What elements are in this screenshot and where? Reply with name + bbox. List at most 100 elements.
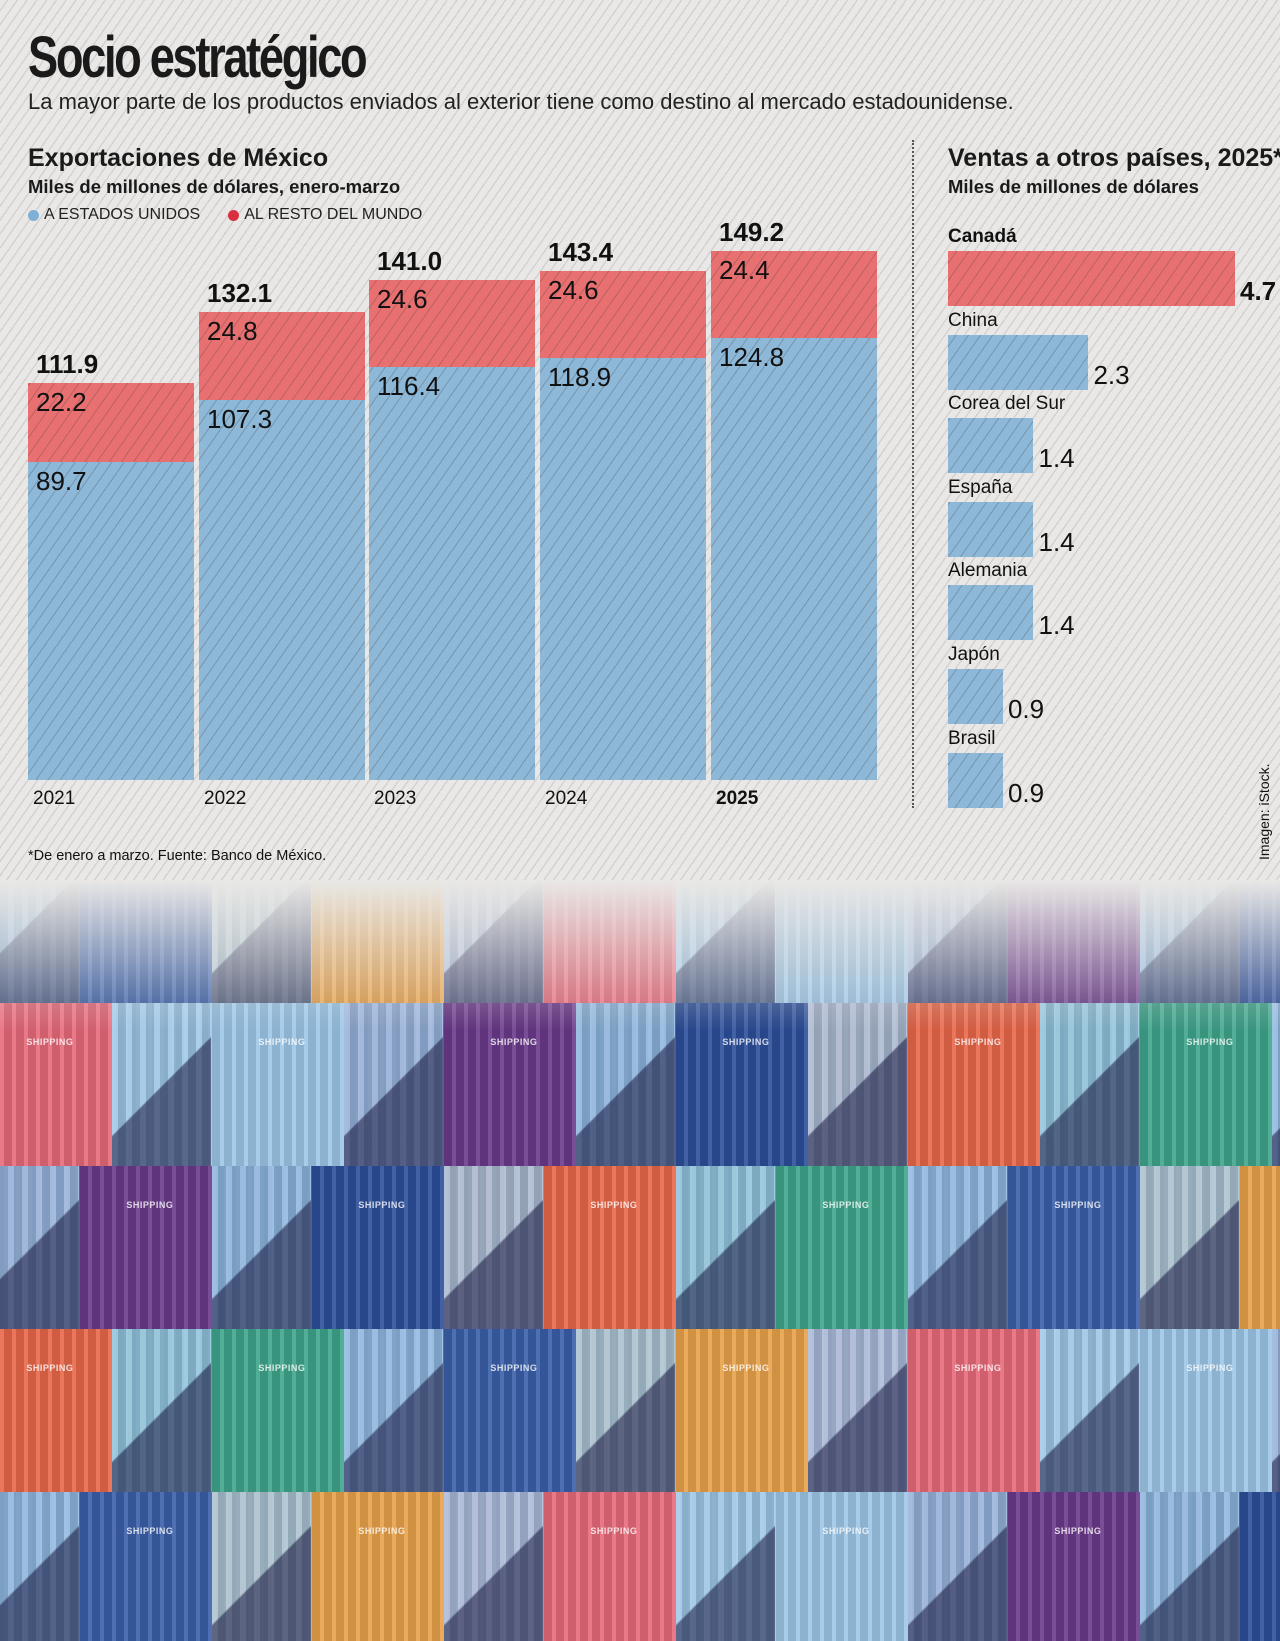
x-tick-2022: 2022 (204, 788, 247, 809)
total-label-2022: 132.1 (207, 277, 273, 308)
bar-resto-del-mundo-2024 (540, 271, 706, 359)
container-brand-text: SHIPPING (590, 880, 637, 884)
countries-chart-subtitle: Miles de millones de dólares (948, 176, 1199, 197)
shipping-container: SHIPPING (676, 1166, 912, 1336)
shipping-container: SHIPPING (908, 1166, 1144, 1336)
x-tick-2023: 2023 (374, 788, 417, 809)
value-label-resto-2025: 24.4 (719, 255, 770, 285)
legend-label-resto-del-mundo: AL RESTO DEL MUNDO (244, 206, 423, 223)
container-shadow (344, 1003, 444, 1173)
value-label-resto-2024: 24.6 (548, 275, 599, 306)
country-value-canadá: 4.7 (1240, 276, 1277, 306)
container-brand-text: SHIPPING (126, 880, 173, 884)
bar-resto-del-mundo-2025 (711, 251, 877, 338)
container-shadow (112, 1003, 212, 1173)
country-value-japón: 0.9 (1007, 694, 1045, 724)
container-shadow (908, 1492, 1008, 1641)
container-shadow (1272, 1003, 1280, 1173)
legend-dot-blue-icon (28, 209, 39, 221)
country-bar-españa (948, 501, 1034, 557)
container-shadow (1040, 1329, 1140, 1499)
container-brand-text: SHIPPING (26, 1037, 74, 1047)
container-brand-text: SHIPPING (1054, 1526, 1102, 1536)
container-shadow (908, 880, 1008, 1010)
total-label-2024: 143.4 (548, 237, 614, 268)
exports-chart-subtitle: Miles de millones de dólares, enero-marz… (28, 176, 401, 197)
shipping-container: SHIPPING (212, 1166, 448, 1336)
container-brand-text: SHIPPING (1054, 1200, 1102, 1210)
source-footnote: *De enero a marzo. Fuente: Banco de Méxi… (28, 848, 327, 864)
country-value-china: 2.3 (1093, 359, 1130, 390)
container-brand-text: SHIPPING (258, 1363, 306, 1373)
value-label-estados-unidos-2023: 116.4 (377, 371, 441, 402)
total-label-2025: 149.2 (719, 217, 785, 247)
x-tick-2025: 2025 (716, 788, 759, 809)
country-value-corea-del-sur: 1.4 (1038, 443, 1075, 474)
container-shadow (0, 1166, 80, 1336)
total-label-2023: 141.0 (377, 246, 443, 277)
shipping-container: SHIPPING (112, 1003, 348, 1173)
page-title: Socio estratégico (28, 25, 368, 90)
x-tick-2024: 2024 (545, 788, 588, 809)
value-label-estados-unidos-2025: 124.8 (719, 341, 785, 372)
container-shadow (0, 880, 80, 1010)
container-shadow (576, 1329, 676, 1499)
shipping-container: SHIPPING (444, 1166, 680, 1336)
country-label-canadá: Canadá (948, 226, 1017, 247)
shipping-container: SHIPPING (908, 1492, 1144, 1641)
country-label-japón: Japón (948, 644, 1000, 665)
legend-item-resto-del-mundo: AL RESTO DEL MUNDO (228, 206, 422, 224)
container-brand-text: SHIPPING (126, 1200, 174, 1210)
exports-stacked-bar-chart: 22.2 89.7 111.9 2021 24.8 107.3 132.1 2022 24.6 1… (0, 0, 900, 840)
shipping-container: SHIPPING (1040, 1329, 1276, 1499)
container-brand-text: SHIPPING (590, 1200, 638, 1210)
container-shadow (908, 1166, 1008, 1336)
shipping-container: SHIPPING (0, 1492, 216, 1641)
container-brand-text: SHIPPING (722, 1037, 770, 1047)
exports-chart-title: Exportaciones de México (28, 144, 329, 172)
container-shadow (808, 1003, 908, 1173)
country-label-brasil: Brasil (948, 727, 996, 749)
container-shadow (1140, 1492, 1240, 1641)
country-bar-brasil (948, 752, 1003, 808)
shipping-container: SHIPPING (444, 880, 680, 1010)
page-subtitle: La mayor parte de los productos enviados… (28, 89, 1014, 114)
section-divider (912, 140, 914, 808)
shipping-containers-photo: SHIPPING SHIPPING SHIPPING SHIPPING SHIPPING… (0, 880, 1280, 1641)
container-shadow (0, 1492, 80, 1641)
legend-label-estados-unidos: A ESTADOS UNIDOS (44, 206, 201, 223)
country-value-españa: 1.4 (1038, 526, 1075, 557)
shipping-container: SHIPPING (1040, 1003, 1276, 1173)
shipping-container: SHIPPING (212, 1492, 448, 1641)
country-label-china: China (948, 309, 998, 331)
shipping-container: SHIPPING (1272, 1003, 1280, 1173)
bar-estados-unidos-2024 (540, 358, 706, 780)
container-shadow (212, 1492, 312, 1641)
container-shadow (444, 1492, 544, 1641)
container-brand-text: SHIPPING (1186, 1037, 1234, 1047)
container-brand-text: SHIPPING (26, 1363, 74, 1373)
container-brand-text: SHIPPING (358, 1526, 406, 1536)
container-shadow (676, 1492, 776, 1641)
shipping-container: SHIPPING (0, 1166, 216, 1336)
country-label-alemania: Alemania (948, 560, 1028, 582)
shipping-container: SHIPPING (0, 1329, 116, 1499)
container-brand-text: SHIPPING (590, 1526, 638, 1536)
container-brand-text: SHIPPING (358, 880, 405, 884)
container-shadow (112, 1329, 212, 1499)
container-brand-text: SHIPPING (954, 1037, 1002, 1047)
container-shadow (1272, 1329, 1280, 1499)
shipping-container: SHIPPING (344, 1329, 580, 1499)
shipping-container: SHIPPING (112, 1329, 348, 1499)
country-label-españa: España (948, 476, 1013, 498)
legend-item-estados-unidos: A ESTADOS UNIDOS (28, 206, 200, 224)
bar-estados-unidos-2023 (369, 367, 535, 780)
shipping-container: SHIPPING (0, 1003, 116, 1173)
shipping-container: SHIPPING (0, 880, 216, 1010)
container-shadow (212, 880, 312, 1010)
country-bar-alemania (948, 585, 1034, 641)
container-shadow (212, 1166, 312, 1336)
container-brand-text: SHIPPING (1054, 880, 1101, 884)
container-brand-text: SHIPPING (822, 1526, 870, 1536)
country-bar-canadá (948, 251, 1235, 306)
